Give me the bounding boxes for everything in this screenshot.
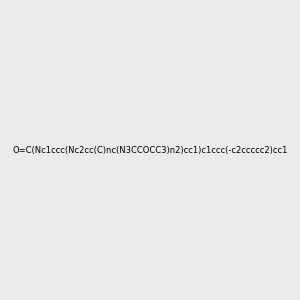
Text: O=C(Nc1ccc(Nc2cc(C)nc(N3CCOCC3)n2)cc1)c1ccc(-c2ccccc2)cc1: O=C(Nc1ccc(Nc2cc(C)nc(N3CCOCC3)n2)cc1)c1… — [12, 146, 288, 154]
